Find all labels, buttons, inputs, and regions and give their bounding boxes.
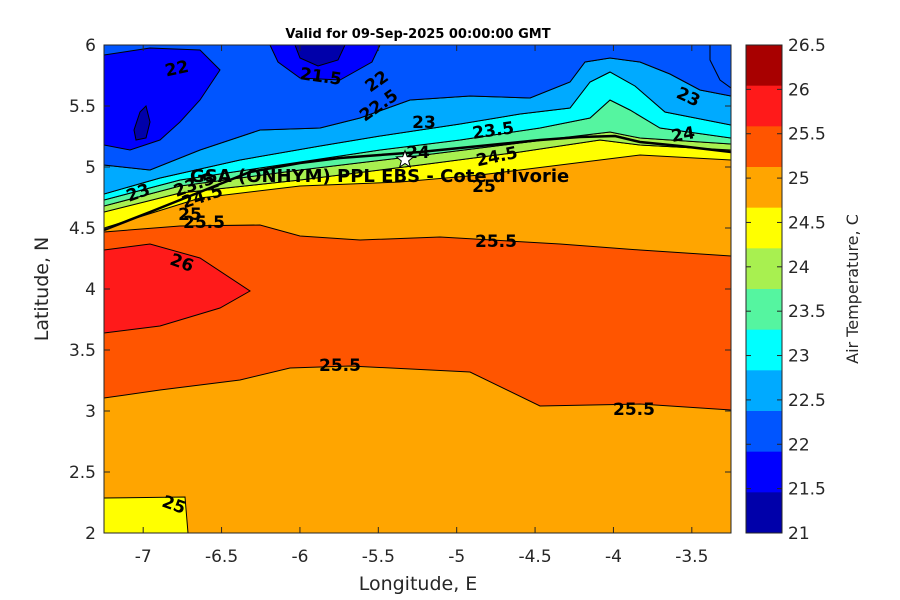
colorbar-tick-label: 22 [788, 435, 810, 455]
band-25.5-26 [104, 224, 731, 411]
x-tick-label: -4.5 [518, 547, 551, 567]
contour-label: 25.5 [319, 356, 361, 376]
colorbar-tick-label: 21 [788, 524, 810, 544]
y-tick-label: 6 [85, 36, 96, 56]
band-26-26.5 [104, 243, 251, 334]
colorbar-tick-label: 24.5 [788, 213, 826, 233]
colorbar-tick-label: 24 [788, 258, 810, 278]
x-tick-label: -6.5 [205, 547, 238, 567]
y-tick-label: 5 [85, 158, 96, 178]
x-axis-ticks: -7 -6.5 -6 -5.5 -5 -4.5 -4 -3.5 [135, 45, 708, 567]
colorbar-swatch [746, 45, 782, 87]
colorbar-swatch [746, 289, 782, 331]
star-icon [395, 149, 415, 169]
colorbar-tick-label: 23 [788, 347, 810, 367]
colorbar-tick-label: 23.5 [788, 302, 826, 322]
contour-label: 25 [472, 177, 496, 197]
colorbar-swatch [746, 248, 782, 290]
colorbar-tick-label: 25.5 [788, 125, 826, 145]
band-24.5-25-south [104, 496, 189, 533]
y-tick-label: 2 [85, 524, 96, 544]
map-title: Valid for 09-Sep-2025 00:00:00 GMT [285, 27, 550, 42]
contour-fill-layer [104, 45, 731, 533]
y-axis-ticks: 6 5.5 5 4.5 4 3.5 3 2.5 2 [69, 36, 731, 544]
colorbar-tick-label: 21.5 [788, 480, 826, 500]
colorbar-swatch [746, 411, 782, 453]
x-tick-label: -5 [448, 547, 465, 567]
colorbar-swatch [746, 451, 782, 493]
y-tick-label: 4.5 [69, 219, 96, 239]
colorbar-tick-label: 22.5 [788, 391, 826, 411]
y-tick-label: 4 [85, 280, 96, 300]
contour-label: 25 [178, 205, 202, 225]
band-21-21.5-west [133, 105, 151, 141]
y-tick-label: 2.5 [69, 463, 96, 483]
x-tick-label: -6 [291, 547, 308, 567]
coastline [104, 134, 731, 232]
band-21-21.5 [294, 45, 346, 67]
colorbar-tick-label: 26 [788, 80, 810, 100]
contour-label: 23 [412, 113, 436, 133]
band-22-22.5-east [709, 45, 731, 89]
colorbar-swatch [746, 85, 782, 127]
colorbar-swatch [746, 329, 782, 371]
colorbar-swatch [746, 370, 782, 412]
colorbar-swatch [746, 126, 782, 168]
y-axis-label: Latitude, N [31, 237, 53, 342]
colorbar-tick-label: 25 [788, 169, 810, 189]
colorbar-swatch [746, 207, 782, 249]
colorbar-label: Air Temperature, C [843, 214, 862, 364]
colorbar-tick-label: 26.5 [788, 36, 826, 56]
x-tick-label: -4 [605, 547, 622, 567]
site-label: GSA (ONHYM) PPL EBS - Cote d'Ivorie [190, 166, 569, 187]
contour-label: 24 [670, 123, 697, 147]
colorbar-swatch [746, 167, 782, 209]
contour-label: 25.5 [475, 232, 517, 252]
y-tick-label: 3.5 [69, 341, 96, 361]
band-22-22.5 [104, 45, 731, 171]
colorbar-swatch [746, 492, 782, 534]
band-21.5-22-west [104, 47, 221, 151]
x-tick-label: -7 [135, 547, 152, 567]
contour-label: 22 [163, 57, 190, 81]
x-tick-label: -3.5 [675, 547, 708, 567]
x-axis-label: Longitude, E [359, 573, 478, 595]
y-tick-label: 5.5 [69, 97, 96, 117]
contour-label: 25.5 [183, 213, 225, 233]
colorbar: 26.5 26 25.5 25 24.5 24 23.5 23 22.5 22 21.5 21 [745, 36, 826, 544]
contour-label: 25.5 [613, 400, 655, 420]
y-tick-label: 3 [85, 402, 96, 422]
x-tick-label: -5.5 [362, 547, 395, 567]
colorbar-frame [745, 44, 783, 534]
